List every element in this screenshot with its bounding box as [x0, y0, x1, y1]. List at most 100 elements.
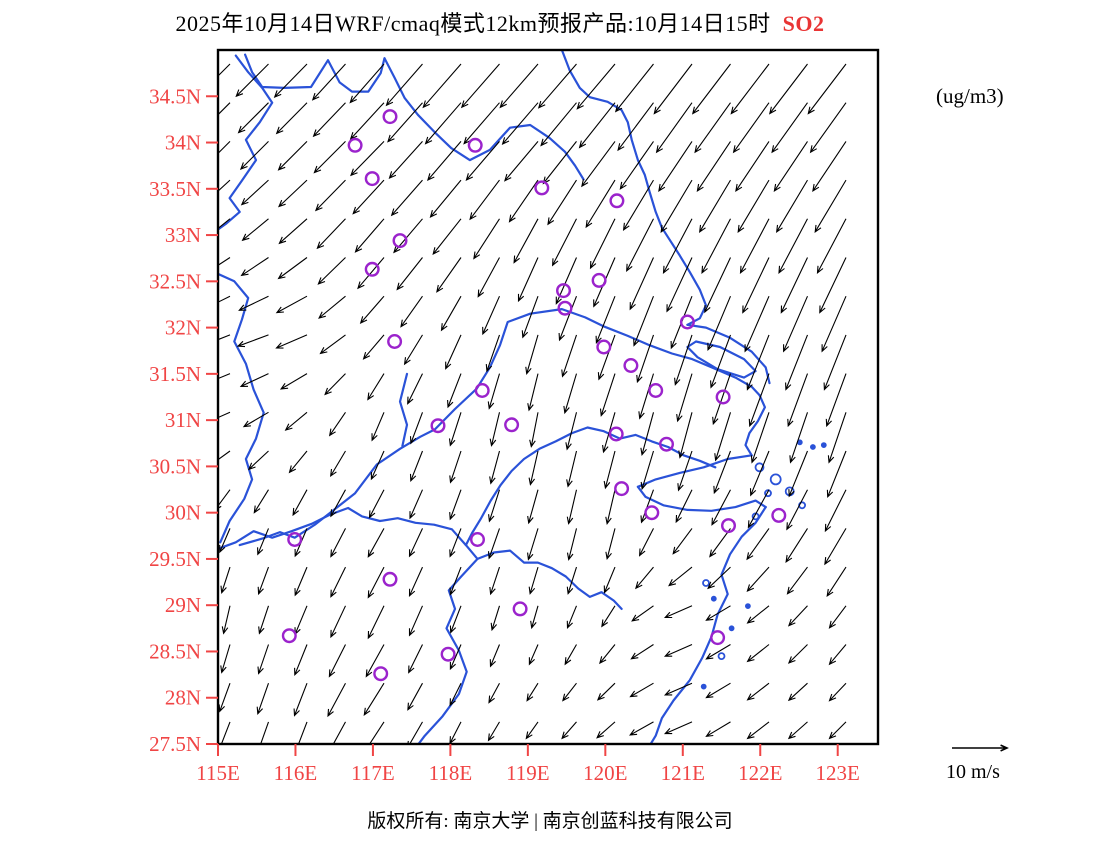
wind-vector-arrow: [473, 218, 500, 260]
wind-vector-arrow: [253, 489, 269, 514]
wind-vector-arrow: [589, 218, 616, 270]
wind-vector-arrow: [242, 411, 269, 428]
wind-vector-arrow: [368, 489, 385, 519]
lat-tick-label: 27.5N: [149, 732, 201, 756]
wind-vector-arrow: [694, 102, 731, 154]
wind-vector-arrow: [576, 63, 616, 110]
wind-vector-arrow: [827, 412, 847, 464]
wind-vector-arrow: [449, 644, 462, 671]
wind-vector-arrow: [257, 644, 270, 675]
wind-vector-arrow: [357, 257, 385, 290]
wind-vector-arrow: [409, 450, 424, 483]
wind-vector-arrow: [828, 721, 847, 740]
wind-vector-arrow: [663, 605, 693, 619]
wind-vector-arrow: [218, 257, 231, 266]
wind-vector-arrow: [672, 528, 693, 555]
wind-vector-arrow: [513, 218, 539, 264]
wind-vector-arrow: [737, 179, 770, 233]
lat-tick-label: 33N: [165, 223, 201, 247]
wind-vector-arrow: [526, 682, 539, 702]
wind-vector-arrow: [585, 179, 616, 229]
wind-vector-arrow: [288, 450, 308, 474]
wind-vector-arrow: [324, 373, 346, 396]
wind-vector-arrow: [735, 141, 770, 193]
station-marker: [364, 171, 380, 187]
wind-vector-arrow: [824, 489, 847, 533]
lon-tick-label: 115E: [196, 761, 240, 785]
wind-vector-arrow: [350, 141, 385, 177]
wind-vector-arrow: [528, 450, 539, 486]
wind-vector-arrow: [705, 644, 731, 660]
wind-vector-arrow: [599, 644, 616, 665]
station-marker: [557, 300, 573, 316]
province-border-line: [383, 57, 585, 181]
wind-vector-arrow: [449, 605, 462, 634]
wind-vector-arrow: [482, 295, 501, 336]
wind-vector-arrow: [785, 334, 809, 391]
wind-vector-arrow: [318, 295, 346, 319]
wind-vector-arrow: [739, 218, 770, 274]
wind-vector-arrow: [319, 334, 346, 355]
station-markers-layer: [281, 109, 787, 682]
province-border-line: [218, 506, 623, 611]
wind-vector-arrow: [409, 489, 424, 520]
wind-vector-arrow: [403, 334, 423, 366]
wind-vector-arrow: [730, 63, 770, 115]
wind-vector-arrow: [691, 63, 731, 115]
wind-vector-arrow: [218, 450, 231, 461]
wind-vector-arrow: [705, 721, 731, 737]
lon-tick-label: 119E: [506, 761, 550, 785]
wind-vector-arrow: [449, 721, 462, 744]
wind-vector-arrow: [218, 295, 231, 303]
wind-vector-arrow: [275, 334, 308, 349]
wind-vector-arrow: [597, 334, 616, 381]
wind-vector-arrow: [294, 605, 308, 636]
wind-vector-arrow: [529, 412, 539, 448]
wind-vector-arrow: [409, 412, 424, 445]
lat-tick-label: 28.5N: [149, 639, 201, 663]
wind-vector-arrow: [330, 450, 346, 478]
wind-vector-arrow: [787, 373, 809, 428]
wind-vector-arrow: [786, 489, 808, 531]
wind-vector-arrow: [527, 528, 539, 561]
wind-vector-arrow: [749, 450, 770, 497]
wind-vector-arrow: [596, 721, 616, 739]
wind-vector-arrow: [619, 141, 654, 190]
wind-vector-arrow: [218, 102, 231, 116]
wind-vector-arrow: [517, 257, 539, 303]
lat-tick-label: 34N: [165, 131, 201, 155]
lat-tick-label: 29N: [165, 593, 201, 617]
wind-vector-arrow: [427, 141, 462, 182]
wind-vector-arrow: [330, 566, 346, 598]
wind-vector-arrow: [487, 528, 501, 560]
wind-vector-arrow: [578, 102, 616, 149]
wind-vector-arrow: [595, 295, 616, 345]
province-border-line: [218, 272, 265, 544]
wind-vector-arrow: [828, 605, 847, 629]
wind-vector-arrow: [622, 179, 654, 231]
title-species-label: SO2: [782, 11, 825, 36]
wind-vector-arrow: [408, 644, 423, 674]
wind-vector-arrow: [709, 528, 731, 558]
wind-vector-arrow: [219, 528, 231, 554]
wind-vector-arrow: [812, 141, 847, 193]
lon-tick-label: 122E: [738, 761, 782, 785]
station-marker: [347, 137, 363, 153]
wind-vector-arrow: [705, 682, 731, 699]
copyright-footer: 版权所有: 南京大学 | 南京创蓝科技有限公司: [367, 811, 733, 832]
wind-vector-arrow: [220, 566, 231, 594]
wind-vector-arrow: [218, 141, 231, 155]
wind-vector-arrow: [278, 218, 308, 245]
wind-vector-arrow: [547, 179, 577, 226]
wind-vector-arrow: [365, 644, 385, 678]
wind-vector-arrow: [257, 566, 270, 596]
wind-vector-arrow: [551, 218, 577, 267]
wind-vector-arrow: [561, 721, 577, 740]
station-marker: [609, 193, 625, 209]
wind-vector-arrow: [773, 141, 808, 193]
wind-vector-arrow: [542, 141, 577, 185]
wind-vector-arrow: [218, 721, 231, 744]
wind-vector-arrow: [368, 721, 385, 744]
